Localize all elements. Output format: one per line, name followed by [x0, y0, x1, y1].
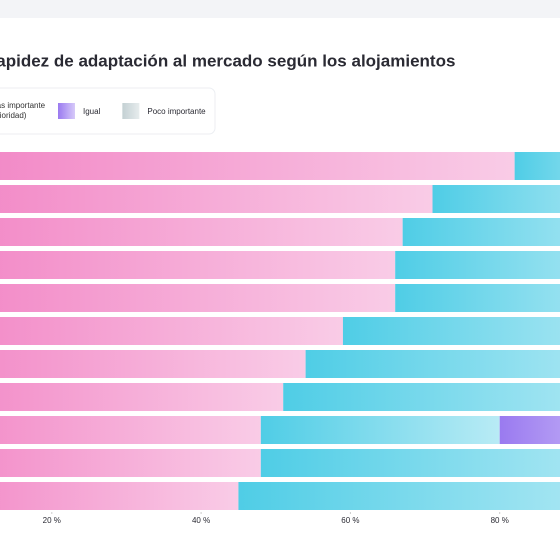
- legend-label: Más importante (prioridad): [0, 101, 46, 120]
- bar-segment: [499, 416, 560, 444]
- bar-segment: [260, 416, 500, 444]
- bar-segment: [0, 350, 306, 378]
- bar-segment: [260, 449, 560, 477]
- bar-segment: [432, 185, 560, 213]
- bar-segment: [402, 218, 560, 246]
- bar-segment: [0, 383, 284, 411]
- bar-segment: [0, 317, 343, 345]
- bar-segment: [395, 284, 560, 312]
- bar-segment: [514, 152, 560, 180]
- bar-segment: [305, 350, 560, 378]
- bar-segment: [0, 251, 396, 279]
- legend-swatch: [58, 103, 75, 119]
- legend-swatch: [122, 103, 140, 119]
- bar-segment: [238, 482, 560, 510]
- bar-segment: [0, 284, 396, 312]
- bar-segment: [0, 482, 239, 510]
- bar-segment: [342, 317, 560, 345]
- x-tick-label: 60 %: [341, 516, 359, 525]
- x-tick-label: 80 %: [491, 516, 509, 525]
- x-tick-label: 20 %: [43, 516, 61, 525]
- x-tick-label: 40 %: [192, 516, 210, 525]
- bar-segment: [0, 416, 261, 444]
- legend-label: Igual: [83, 107, 101, 116]
- bar-segment: [0, 185, 433, 213]
- bar-segment: [0, 152, 515, 180]
- legend-label: Poco importante: [147, 107, 206, 116]
- chart-title: Rapidez de adaptación al mercado según l…: [0, 51, 455, 70]
- bar-segment: [0, 449, 261, 477]
- bar-segment: [283, 383, 560, 411]
- bar-segment: [395, 251, 560, 279]
- legend-box: [0, 87, 216, 135]
- bar-segment: [0, 218, 403, 246]
